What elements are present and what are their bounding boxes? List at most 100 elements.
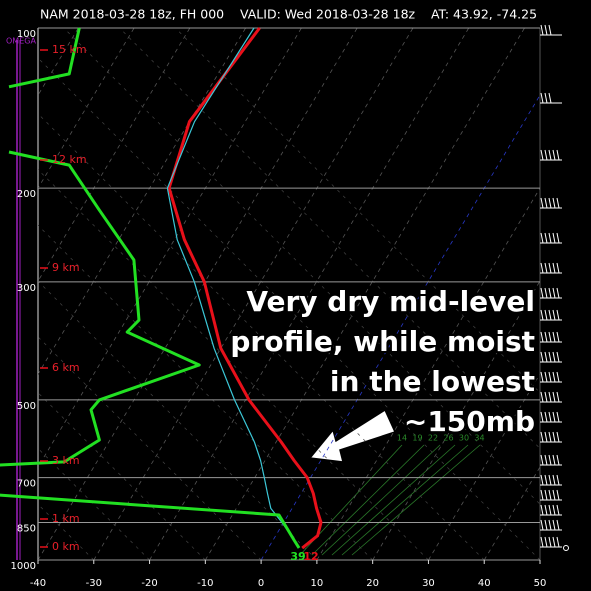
barb-flag: [548, 489, 552, 501]
barb-flag: [556, 331, 560, 343]
barb-flag: [556, 371, 560, 383]
km-label: 12 km: [52, 153, 87, 166]
barb-flag: [548, 24, 552, 36]
chart-title: NAM 2018-03-28 18z, FH 000 VALID: Wed 20…: [40, 7, 537, 22]
surface-label: 12: [303, 550, 318, 563]
barb-flag: [552, 197, 556, 209]
dry-adiabat: [38, 280, 318, 560]
barb-flag: [544, 351, 548, 363]
mixing-ratio-label: 34: [474, 434, 484, 443]
dry-adiabat: [175, 28, 540, 394]
barb-flag: [552, 309, 556, 321]
barb-flag: [548, 309, 552, 321]
barb-flag: [556, 309, 560, 321]
barb-flag: [552, 536, 556, 548]
x-tick-label: -30: [86, 578, 102, 589]
dry-adiabat: [38, 336, 262, 560]
barb-flag: [548, 351, 552, 363]
barb-flag: [548, 232, 552, 244]
mixing-ratio-lines: [299, 444, 481, 556]
barb-flag: [552, 287, 556, 299]
barb-flag: [552, 504, 556, 516]
barb-flag: [540, 489, 544, 501]
y-tick-label: 100: [17, 29, 36, 40]
barb-flag: [540, 411, 544, 423]
barb-flag: [544, 287, 548, 299]
barb-flag: [548, 391, 552, 403]
y-tick-label: 1000: [11, 561, 36, 572]
dry-adiabat: [38, 169, 429, 560]
x-tick-label: 20: [366, 578, 379, 589]
barb-flag: [552, 262, 556, 274]
barb-flag: [540, 24, 544, 36]
barb-flag: [544, 309, 548, 321]
barb-flag: [548, 431, 552, 443]
barb-flag: [544, 331, 548, 343]
barb-flag: [548, 411, 552, 423]
mixing-ratio-label: 30: [459, 434, 469, 443]
barb-flag: [544, 149, 548, 161]
mixing-ratio-label: 14: [397, 434, 407, 443]
barb-flag: [552, 331, 556, 343]
km-label: 1 km: [52, 512, 80, 525]
barb-flag: [552, 371, 556, 383]
barb-flag: [540, 454, 544, 466]
barb-flag: [540, 262, 544, 274]
barb-flag: [556, 431, 560, 443]
barb-flag: [544, 489, 548, 501]
barb-flag: [544, 519, 548, 531]
barb-flag: [548, 536, 552, 548]
barb-flag: [552, 431, 556, 443]
omega-label: OMEGA: [6, 37, 36, 46]
barb-flag: [540, 287, 544, 299]
barb-flag: [556, 474, 560, 486]
mixing-ratio-label: 19: [412, 434, 422, 443]
x-tick-label: -10: [197, 578, 213, 589]
y-tick-label: 200: [17, 189, 36, 200]
barb-flag: [544, 262, 548, 274]
barb-flag: [540, 474, 544, 486]
barb-flag: [540, 504, 544, 516]
barb-flag: [548, 519, 552, 531]
dry-adiabat: [38, 224, 373, 560]
annotation: ~150mb: [404, 405, 535, 438]
barb-flag: [540, 371, 544, 383]
arrow: [308, 408, 397, 463]
barb-flag: [552, 474, 556, 486]
barb-flag: [540, 331, 544, 343]
barb-flag: [548, 454, 552, 466]
barb-flag: [552, 149, 556, 161]
barb-flag: [544, 411, 548, 423]
barb-flag: [544, 536, 548, 548]
barb-flag: [540, 197, 544, 209]
barb-flag: [544, 371, 548, 383]
profile-line: [166, 27, 300, 549]
barb-flag: [556, 411, 560, 423]
x-tick-label: 50: [534, 578, 547, 589]
barb-flag: [548, 262, 552, 274]
mixing-ratio-label: 26: [443, 434, 453, 443]
barb-flag: [556, 351, 560, 363]
mixing-ratio-label: 22: [428, 434, 438, 443]
isotherm: [38, 28, 79, 96]
profile-line: [0, 27, 301, 549]
barb-flag: [540, 92, 544, 104]
dry-adiabat: [38, 113, 485, 560]
x-tick-label: 40: [478, 578, 491, 589]
dry-adiabat: [38, 57, 540, 560]
calm-marker: [563, 545, 569, 551]
dry-adiabat: [119, 28, 540, 449]
y-tick-label: 300: [17, 283, 36, 294]
km-label: 9 km: [52, 261, 80, 274]
dry-adiabat: [38, 503, 95, 560]
isotherm: [539, 559, 540, 560]
barb-flag: [540, 309, 544, 321]
barb-flag: [548, 504, 552, 516]
barb-flag: [544, 474, 548, 486]
barb-flag: [544, 391, 548, 403]
barb-flag: [540, 149, 544, 161]
km-label: 0 km: [52, 540, 80, 553]
dry-adiabat: [63, 28, 540, 505]
barb-flag: [556, 519, 560, 531]
surface-label: 39: [290, 550, 305, 563]
